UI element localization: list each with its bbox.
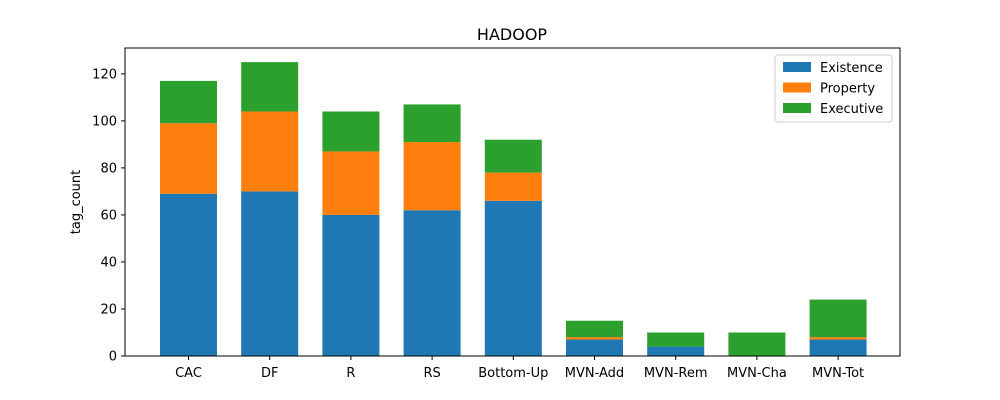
bar-existence-r <box>322 214 380 356</box>
bar-executive-mvn-add <box>566 320 623 338</box>
bar-property-df <box>241 111 299 192</box>
y-tick-label: 0 <box>109 350 117 365</box>
bar-existence-rs <box>403 210 461 356</box>
bar-property-r <box>322 151 380 215</box>
legend-swatch-existence <box>783 62 811 72</box>
x-axis: CAC DF R RS Bottom-Up MVN-Add MVN-Rem MVN-Cha MV… <box>175 356 864 381</box>
x-tick-label: MVN-Tot <box>812 366 864 381</box>
bar-existence-cac <box>160 193 217 356</box>
legend-swatch-property <box>783 82 811 93</box>
y-tick-label: 60 <box>100 208 117 223</box>
bar-existence-mvn-add <box>566 339 623 356</box>
x-tick-label: DF <box>261 366 279 381</box>
legend: Existence Property Executive <box>774 54 893 123</box>
x-tick-label: R <box>346 366 355 381</box>
bar-executive-mvn-tot <box>809 299 867 338</box>
legend-swatch-executive <box>783 103 811 113</box>
x-tick-label: Bottom-Up <box>478 366 548 381</box>
bars-layer <box>160 62 867 356</box>
bar-existence-bottom-up <box>484 200 542 356</box>
y-axis-label: tag_count <box>69 170 84 235</box>
y-axis: 0 20 40 60 80 100 120 <box>92 67 125 365</box>
y-tick-label: 100 <box>92 114 117 129</box>
bar-executive-cac <box>160 80 217 124</box>
plot-frame <box>124 47 901 357</box>
bar-executive-rs <box>403 104 461 143</box>
x-tick-label: CAC <box>175 366 202 381</box>
legend-label-property: Property <box>820 82 875 97</box>
bar-executive-df <box>241 62 299 112</box>
bar-property-cac <box>160 123 217 194</box>
x-tick-label: MVN-Add <box>565 366 624 381</box>
y-tick-label: 20 <box>100 302 117 317</box>
legend-label-executive: Executive <box>820 102 883 117</box>
x-tick-label: MVN-Cha <box>727 366 787 381</box>
y-tick-label: 120 <box>92 67 117 82</box>
bar-property-rs <box>403 142 461 211</box>
y-tick-label: 80 <box>100 161 117 176</box>
bar-executive-mvn-rem <box>647 332 705 347</box>
bar-executive-r <box>322 111 380 152</box>
y-tick-label: 40 <box>100 255 117 270</box>
legend-label-existence: Existence <box>820 61 883 76</box>
bar-existence-mvn-rem <box>647 346 705 356</box>
chart-title: HADOOP <box>477 25 547 44</box>
x-tick-label: RS <box>423 366 440 381</box>
bar-executive-mvn-cha <box>728 332 786 356</box>
bar-property-mvn-add <box>566 337 623 340</box>
bar-existence-mvn-tot <box>809 339 867 356</box>
bar-property-bottom-up <box>484 172 542 201</box>
x-tick-label: MVN-Rem <box>644 366 708 381</box>
bar-property-mvn-tot <box>809 337 867 340</box>
bar-existence-df <box>241 191 299 356</box>
bar-executive-bottom-up <box>484 139 542 173</box>
